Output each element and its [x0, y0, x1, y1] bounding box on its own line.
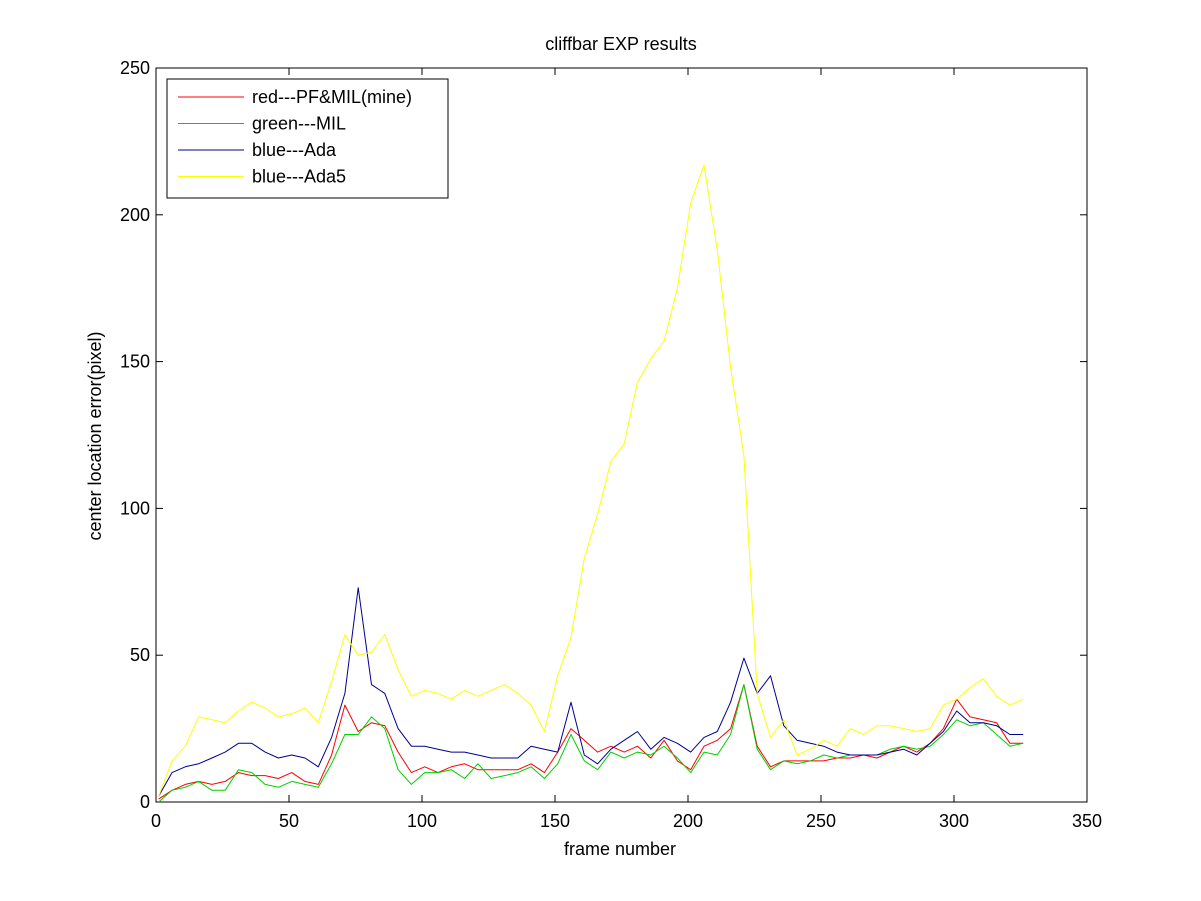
x-tick-label: 50: [279, 811, 299, 831]
legend-label-3: blue---Ada5: [252, 167, 346, 187]
series-line-0: [158, 684, 1024, 800]
series-line-3: [158, 164, 1024, 797]
legend-label-1: green---MIL: [252, 114, 346, 134]
y-tick-label: 250: [120, 58, 150, 78]
y-tick-label: 200: [120, 205, 150, 225]
x-tick-label: 100: [407, 811, 437, 831]
x-tick-label: 200: [673, 811, 703, 831]
x-tick-label: 350: [1072, 811, 1102, 831]
x-axis-label: frame number: [564, 839, 676, 859]
x-tick-label: 0: [151, 811, 161, 831]
y-tick-label: 100: [120, 498, 150, 518]
y-tick-label: 50: [130, 645, 150, 665]
legend-box: [166, 78, 449, 199]
legend-label-0: red---PF&MIL(mine): [252, 87, 412, 107]
legend: red---PF&MIL(mine) green---MIL blue---Ada b…: [166, 78, 449, 199]
x-tick-label: 250: [806, 811, 836, 831]
y-tick-label: 0: [140, 792, 150, 812]
legend-label-2: blue---Ada: [252, 140, 337, 160]
y-tick-label: 150: [120, 352, 150, 372]
x-tick-label: 300: [939, 811, 969, 831]
chart-title: cliffbar EXP results: [545, 34, 696, 54]
y-axis-label: center location error(pixel): [85, 331, 105, 540]
series-lines: [158, 164, 1024, 803]
axis-ticks: 0 50 100 150 200 250 300 350 0 50 100 150 200 250: [120, 58, 1102, 831]
series-line-2: [158, 587, 1024, 797]
x-tick-label: 150: [540, 811, 570, 831]
